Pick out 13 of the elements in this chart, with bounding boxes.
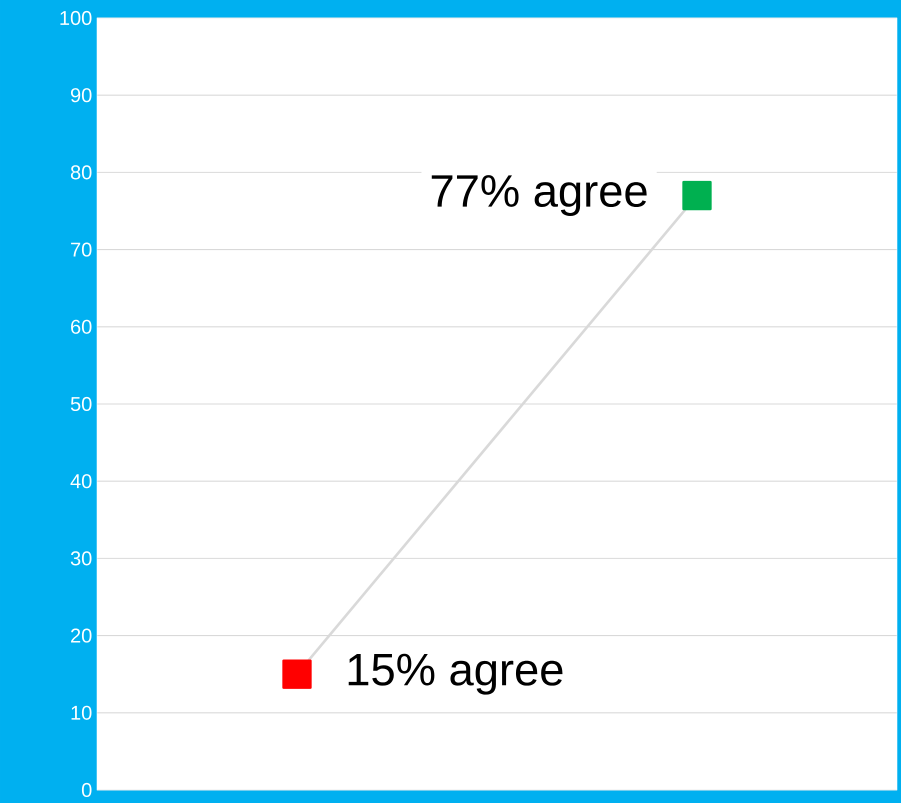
y-tick-label: 70 (71, 242, 92, 257)
y-tick-label: 20 (71, 628, 92, 643)
y-tick-label: 50 (70, 396, 92, 412)
data-label: 15% agree (348, 654, 562, 695)
y-tick-label: 30 (70, 551, 92, 566)
y-tick-label: 10 (72, 706, 92, 720)
data-label: 77% agree (432, 175, 647, 216)
y-tick-label: 60 (71, 320, 92, 334)
y-tick-label: 40 (70, 474, 92, 488)
y-tick-label: 80 (70, 165, 92, 180)
y-tick-label: 100 (60, 10, 92, 26)
y-tick-label: 0 (82, 782, 92, 798)
y-tick-label: 90 (70, 88, 92, 102)
